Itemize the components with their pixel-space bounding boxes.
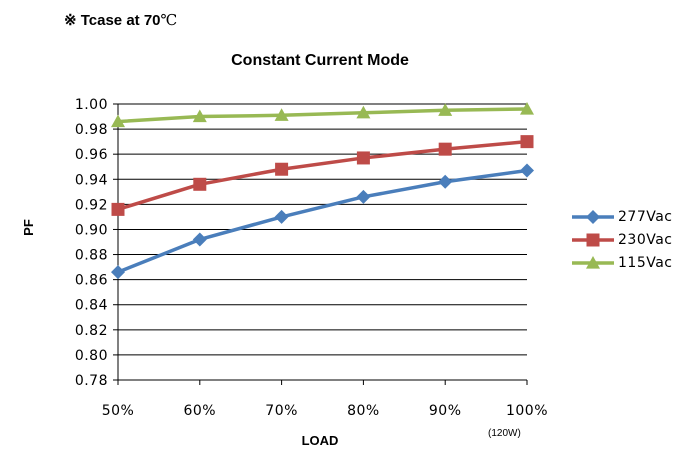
legend-label: 230Vac xyxy=(618,232,673,248)
data-point-115Vac xyxy=(192,109,207,123)
legend-marker xyxy=(586,233,600,247)
x-tick-label: 90% xyxy=(429,403,462,419)
data-point-277Vac xyxy=(520,163,534,178)
y-tick-label: 1.00 xyxy=(75,97,108,113)
y-tick-label: 0.88 xyxy=(75,248,108,264)
x-tick-label: 60% xyxy=(183,403,216,419)
y-tick-label: 0.94 xyxy=(75,172,108,188)
data-point-277Vac xyxy=(274,209,289,224)
legend-item-277Vac: 277Vac xyxy=(562,207,682,230)
legend-marker xyxy=(586,210,600,224)
y-tick-label: 0.92 xyxy=(75,197,108,213)
y-tick-label: 0.98 xyxy=(75,122,108,138)
chart-title: Constant Current Mode xyxy=(231,52,409,69)
series-line-115Vac xyxy=(117,107,528,124)
series-line-277Vac xyxy=(117,168,528,274)
data-point-115Vac xyxy=(274,108,289,121)
data-point-115Vac xyxy=(520,102,534,115)
legend-swatch xyxy=(572,256,614,269)
legend-label: 277Vac xyxy=(618,209,673,225)
y-tick-label: 0.86 xyxy=(75,273,108,289)
data-point-230Vac xyxy=(438,142,452,156)
y-tick-label: 0.96 xyxy=(75,147,108,163)
x-axis-note: (120W) xyxy=(488,428,521,439)
y-tick-label: 0.80 xyxy=(75,348,108,364)
data-point-277Vac xyxy=(438,174,453,189)
data-point-230Vac xyxy=(193,177,207,191)
note-unit: ℃ xyxy=(160,11,178,29)
data-point-277Vac xyxy=(192,232,207,247)
legend-item-230Vac: 230Vac xyxy=(562,230,682,253)
data-point-230Vac xyxy=(111,202,125,216)
legend-swatch xyxy=(572,233,614,247)
data-point-277Vac xyxy=(111,265,125,280)
note-text: ※ Tcase at 70 xyxy=(64,12,161,29)
y-tick-label: 0.78 xyxy=(75,373,108,389)
chart-legend: 277Vac 230Vac 115Vac xyxy=(562,207,682,276)
data-point-277Vac xyxy=(356,189,371,204)
legend-swatch xyxy=(572,210,614,224)
data-point-115Vac xyxy=(438,103,453,116)
data-point-230Vac xyxy=(356,151,370,165)
legend-item-115Vac: 115Vac xyxy=(562,253,682,276)
y-tick-label: 0.82 xyxy=(75,323,108,339)
x-tick-label: 50% xyxy=(102,403,135,419)
x-tick-label: 100% xyxy=(506,403,548,419)
legend-label: 115Vac xyxy=(618,255,673,271)
x-tick-label: 70% xyxy=(265,403,298,419)
test-condition-note: ※ Tcase at 70℃ xyxy=(64,11,177,29)
series-line-230Vac xyxy=(117,139,528,212)
y-tick-label: 0.90 xyxy=(75,222,108,238)
data-point-230Vac xyxy=(520,135,534,149)
legend-marker xyxy=(586,256,600,269)
data-point-230Vac xyxy=(275,162,289,176)
y-tick-label: 0.84 xyxy=(75,298,108,314)
data-point-115Vac xyxy=(356,105,371,119)
x-axis-label: LOAD xyxy=(301,433,339,448)
data-point-115Vac xyxy=(111,114,125,128)
x-tick-label: 80% xyxy=(347,403,380,419)
